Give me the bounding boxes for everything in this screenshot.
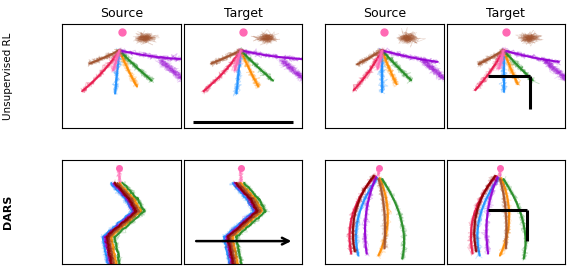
Text: DARS: DARS [3,195,13,229]
Text: Unsupervised RL: Unsupervised RL [3,32,13,120]
Text: Target: Target [224,7,262,20]
Text: Source: Source [100,7,143,20]
Text: Target: Target [486,7,525,20]
Text: Source: Source [363,7,406,20]
